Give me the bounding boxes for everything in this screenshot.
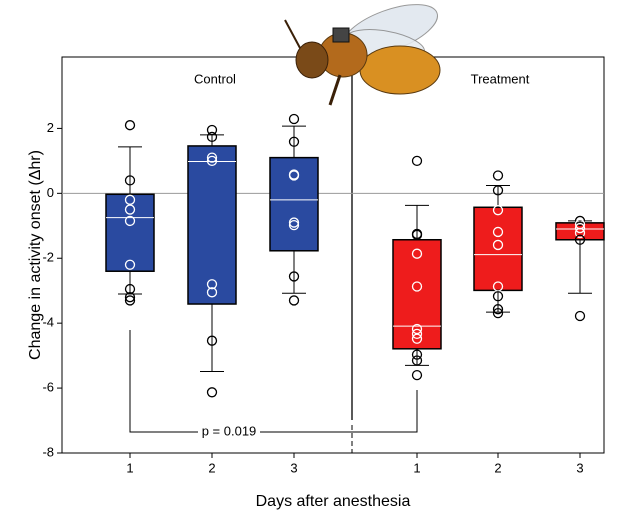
panel-title: Treatment bbox=[471, 71, 530, 86]
point bbox=[208, 388, 217, 397]
panel-title: Control bbox=[194, 71, 236, 86]
x-tick-label: 3 bbox=[290, 460, 297, 475]
x-axis-label: Days after anesthesia bbox=[256, 493, 411, 510]
x-tick-label: 1 bbox=[126, 460, 133, 475]
y-tick-label: -4 bbox=[42, 315, 54, 330]
point bbox=[290, 114, 299, 123]
point bbox=[290, 296, 299, 305]
chart: Change in activity onset (Δhr) Days afte… bbox=[0, 0, 622, 514]
point bbox=[576, 312, 585, 321]
x-tick-label: 1 bbox=[413, 460, 420, 475]
point bbox=[413, 156, 422, 165]
bee bbox=[285, 0, 444, 105]
annotation: p = 0.019 bbox=[202, 423, 257, 438]
point bbox=[126, 121, 135, 130]
x-tick-label: 3 bbox=[576, 460, 583, 475]
y-tick-label: -8 bbox=[42, 444, 54, 459]
y-tick-label: 2 bbox=[47, 120, 54, 135]
box bbox=[393, 240, 441, 349]
y-tick-label: -2 bbox=[42, 250, 54, 265]
x-tick-label: 2 bbox=[208, 460, 215, 475]
point bbox=[494, 171, 503, 180]
y-tick-label: -6 bbox=[42, 380, 54, 395]
y-tick-label: 0 bbox=[47, 185, 54, 200]
significance-bracket bbox=[130, 330, 417, 432]
x-tick-label: 2 bbox=[494, 460, 501, 475]
point bbox=[413, 371, 422, 380]
